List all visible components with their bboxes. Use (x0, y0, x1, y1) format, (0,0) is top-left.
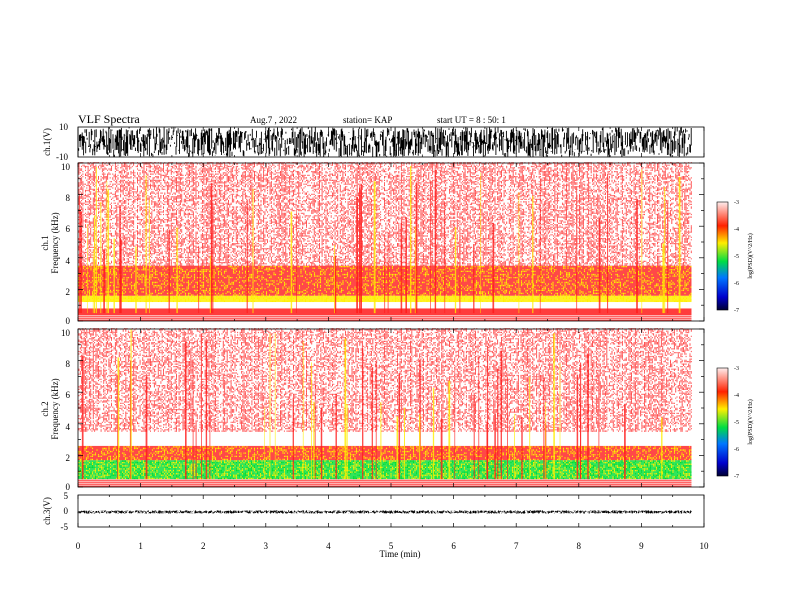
time-tick-label: 9 (639, 541, 644, 551)
ch1-freq-tick-10: 10 (61, 162, 71, 172)
time-axis-label: Time (min) (380, 549, 421, 559)
ch2-colorbar-tick-7: -7 (734, 474, 739, 480)
ch1-ytick-bottom: -10 (56, 152, 68, 162)
ch2-spectrogram-image (78, 328, 692, 487)
ch2-colorbar-tick-3: -3 (734, 366, 739, 372)
time-tick-label: 6 (451, 541, 456, 551)
ch1-colorbar-gradient (716, 201, 729, 311)
ch1-band-0 (78, 314, 692, 321)
ch1-spectrogram-image (78, 162, 692, 321)
time-tick-label: 3 (264, 541, 269, 551)
ch1-freq-tick-4: 4 (66, 256, 71, 266)
date-label: Aug.7 , 2022 (250, 115, 297, 125)
ch2-colorbar-label: log(PSD)(V^2/Hz) (747, 399, 754, 444)
time-tick-label: 5 (389, 541, 394, 551)
ch1-colorbar-tick-4: -4 (734, 227, 739, 233)
time-tick-label: 4 (326, 541, 331, 551)
ch2-spectrogram-panel: 0 2 4 6 8 10 ch.2 Frequency (kHz) (40, 328, 705, 492)
start-ut-label: start UT = 8 : 50: 1 (437, 115, 506, 125)
ch3-ytick-middle: 0 (64, 506, 69, 516)
ch3-waveform-line (77, 510, 692, 514)
ch2-spectrogram-ylabel-freq: Frequency (kHz) (50, 378, 60, 439)
ch1-colorbar: -3 -4 -5 -6 -7 log(PSD)(V^2/Hz) (716, 200, 754, 314)
ch1-freq-tick-0: 0 (66, 316, 71, 326)
ch1-freq-tick-8: 8 (66, 193, 71, 203)
ch2-band-0 (78, 479, 692, 487)
ch2-freq-tick-4: 4 (66, 422, 71, 432)
ch3-waveform-ylabel: ch.3(V) (42, 497, 52, 525)
ch1-waveform-panel: 10 -10 ch.1(V) (42, 122, 705, 162)
time-axis-ticks: 0 1 2 3 4 5 6 7 8 9 10 (76, 127, 709, 551)
ch1-spectrogram-ylabel-ch: ch.1 (40, 235, 50, 250)
ch1-waveform-line (77, 127, 692, 157)
ch2-colorbar: -3 -4 -5 -6 -7 log(PSD)(V^2/Hz) (716, 366, 754, 480)
ch1-spectrogram-ylabel-freq: Frequency (kHz) (50, 212, 60, 273)
ch3-waveform-panel: 0 1 2 3 4 5 6 7 8 9 10 5 0 -5 ch.3(V) Time (min) (42, 127, 709, 559)
time-tick-label: 8 (577, 541, 582, 551)
ch2-spectrogram-ylabel-ch: ch.2 (40, 401, 50, 416)
ch1-colorbar-tick-3: -3 (734, 200, 739, 206)
ch1-freq-tick-6: 6 (66, 224, 71, 234)
ch2-colorbar-tick-5: -5 (734, 420, 739, 426)
ch3-ytick-top: 5 (64, 491, 69, 501)
ch2-freq-tick-8: 8 (66, 359, 71, 369)
ch2-freq-tick-2: 2 (66, 453, 71, 463)
ch1-waveform-ylabel: ch.1(V) (42, 128, 52, 156)
time-tick-label: 0 (76, 541, 81, 551)
ch1-colorbar-tick-5: -5 (734, 254, 739, 260)
ch2-colorbar-gradient (716, 367, 729, 477)
ch3-ytick-bottom: -5 (61, 522, 69, 532)
time-tick-label: 2 (201, 541, 206, 551)
ch1-freq-tick-2: 2 (66, 287, 71, 297)
ch2-freq-tick-10: 10 (61, 328, 71, 338)
ch1-waveform-trace (77, 127, 692, 157)
ch2-colorbar-tick-4: -4 (734, 393, 739, 399)
ch2-colorbar-tick-6: -6 (734, 447, 739, 453)
time-tick-label: 1 (138, 541, 143, 551)
ch1-spectrogram-panel: 0 2 4 6 8 10 ch.1 Frequency (kHz) (40, 162, 705, 326)
ch2-freq-tick-0: 0 (66, 482, 71, 492)
ch3-waveform-trace (77, 510, 692, 514)
ch2-freq-tick-6: 6 (66, 390, 71, 400)
ch1-ytick-top: 10 (59, 122, 69, 132)
ch2-frequency-ticks (78, 328, 704, 488)
ch1-colorbar-tick-7: -7 (734, 308, 739, 314)
figure-title: VLF Spectra (78, 112, 140, 126)
ch1-colorbar-label: log(PSD)(V^2/Hz) (747, 233, 754, 278)
ch1-frequency-ticks (78, 162, 704, 322)
ch1-colorbar-tick-6: -6 (734, 281, 739, 287)
time-tick-label: 10 (700, 541, 710, 551)
time-tick-label: 7 (514, 541, 519, 551)
station-label: station= KAP (343, 115, 392, 125)
